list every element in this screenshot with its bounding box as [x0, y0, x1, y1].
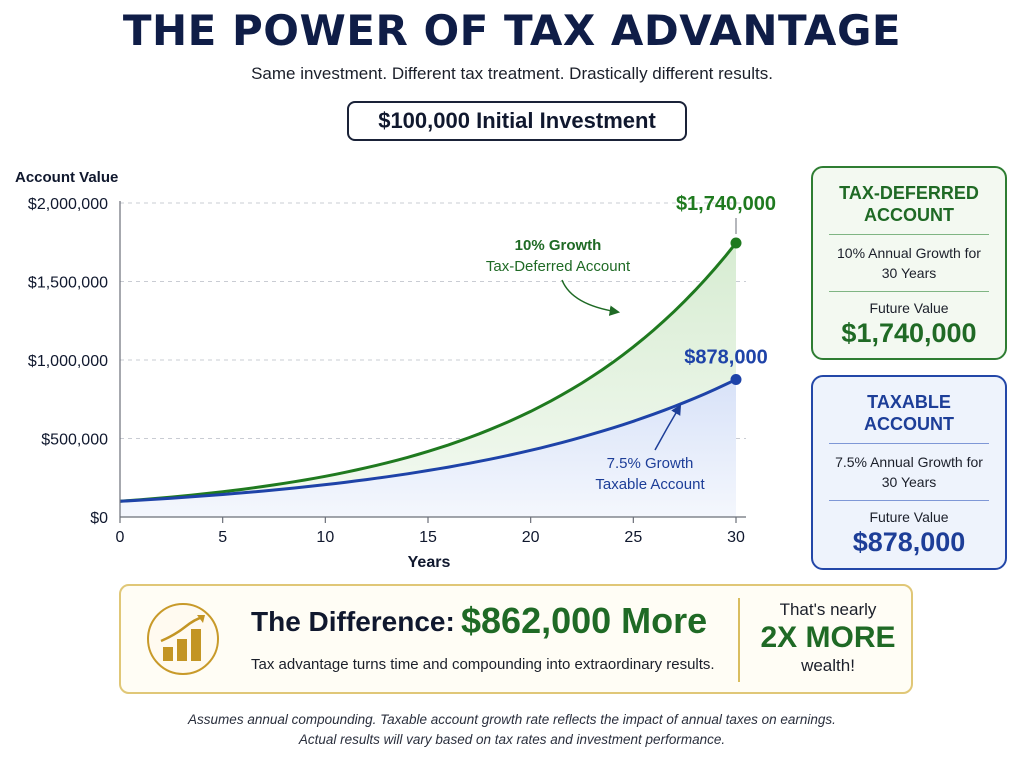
taxable-card: TAXABLE ACCOUNT 7.5% Annual Growth for 3… — [811, 375, 1007, 570]
difference-note: Tax advantage turns time and compounding… — [251, 656, 715, 673]
taxable-card-desc: 7.5% Annual Growth for 30 Years — [835, 454, 983, 490]
multiplier-bottom-text: wealth! — [801, 656, 855, 675]
x-axis-title: Years — [408, 554, 451, 571]
y-tick-label: $1,000,000 — [28, 353, 108, 370]
y-tick-label: $1,500,000 — [28, 275, 108, 292]
series-growth-label-taxable: 7.5% Growth — [607, 455, 694, 472]
x-tick-label: 15 — [419, 529, 437, 546]
footnote-1: Assumes annual compounding. Taxable acco… — [188, 712, 836, 727]
series-account-label-tax-deferred: Tax-Deferred Account — [486, 258, 631, 275]
card-divider — [829, 500, 989, 501]
card-divider — [829, 234, 989, 235]
x-tick-label: 5 — [218, 529, 227, 546]
tax-deferred-card-desc: 10% Annual Growth for 30 Years — [837, 245, 981, 281]
annotation-arrow-tax-deferred — [561, 279, 621, 316]
difference-amount: $862,000 More — [461, 600, 708, 641]
end-point-tax-deferred — [730, 237, 742, 249]
card-divider — [829, 443, 989, 444]
y-tick-label: $2,000,000 — [28, 196, 108, 213]
page-subtitle: Same investment. Different tax treatment… — [251, 64, 773, 83]
series-area-taxable — [120, 379, 736, 517]
series-line-taxable — [119, 378, 737, 503]
difference-divider — [738, 598, 740, 682]
tax-deferred-fv: $1,740,000 — [841, 318, 977, 348]
taxable-fv-label: Future Value — [869, 509, 949, 525]
y-tick-label: $500,000 — [41, 432, 108, 449]
multiplier-big-text: 2X MORE — [760, 621, 896, 654]
y-axis-title: Account Value — [15, 169, 118, 186]
series-growth-label-tax-deferred: 10% Growth — [515, 237, 602, 254]
end-point-taxable — [730, 374, 742, 386]
x-tick-label: 20 — [522, 529, 540, 546]
end-value-label-tax-deferred: $1,740,000 — [676, 193, 776, 215]
multiplier-top-text: That's nearly — [779, 600, 877, 619]
x-tick-label: 30 — [727, 529, 745, 546]
taxable-fv: $878,000 — [852, 527, 966, 557]
x-tick-label: 25 — [624, 529, 642, 546]
difference-heading: The Difference: — [251, 606, 455, 637]
card-divider — [829, 291, 989, 292]
taxable-card-title: TAXABLE ACCOUNT — [864, 392, 954, 434]
series-line-tax-deferred — [119, 242, 738, 503]
annotation-arrow-taxable — [654, 404, 682, 451]
tax-deferred-fv-label: Future Value — [869, 300, 949, 316]
tax-deferred-card-title: TAX-DEFERRED ACCOUNT — [839, 183, 979, 225]
difference-panel: The Difference: $862,000 More Tax advant… — [119, 584, 913, 694]
tax-deferred-card: TAX-DEFERRED ACCOUNT 10% Annual Growth f… — [811, 166, 1007, 360]
initial-investment-badge: $100,000 Initial Investment — [347, 101, 687, 141]
page-title: THE POWER OF TAX ADVANTAGE — [122, 6, 902, 55]
y-tick-label: $0 — [90, 510, 108, 527]
multiplier-callout: That's nearly 2X MORE wealth! — [745, 600, 911, 676]
x-tick-label: 10 — [316, 529, 334, 546]
growth-chart-icon — [147, 603, 219, 675]
series-account-label-taxable: Taxable Account — [595, 476, 705, 493]
x-tick-label: 0 — [116, 529, 125, 546]
footnote-2: Actual results will vary based on tax ra… — [298, 732, 726, 747]
end-value-label-taxable: $878,000 — [684, 347, 767, 369]
growth-chart: $1,740,000 $878,000 $0 $500,000 $1,000,000 $… — [15, 169, 776, 571]
